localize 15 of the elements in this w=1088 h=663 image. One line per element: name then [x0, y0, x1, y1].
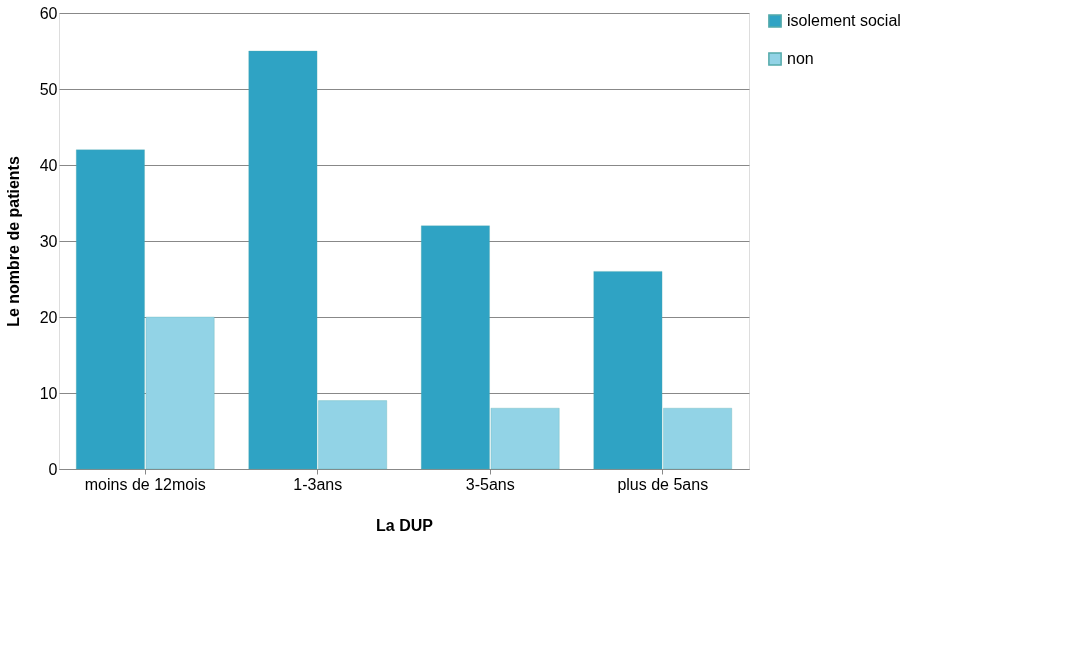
x-tick-label: plus de 5ans [617, 475, 709, 493]
legend-label: non [787, 50, 814, 67]
x-axis-title: La DUP [376, 516, 434, 534]
y-tick-label: 20 [39, 308, 58, 326]
y-axis-title: Le nombre de patients [4, 156, 22, 327]
y-tick-label: 10 [39, 384, 58, 402]
x-tick-label: 1-3ans [293, 475, 343, 493]
y-tick-label: 40 [39, 156, 58, 174]
x-tick-label: 3-5ans [465, 475, 515, 493]
legend-label: isolement social [787, 12, 901, 29]
y-tick-label: 30 [39, 232, 58, 250]
x-tick-label: moins de 12mois [84, 475, 206, 493]
y-tick-label: 50 [39, 80, 58, 98]
y-tick-label: 0 [48, 460, 58, 478]
y-tick-label: 60 [39, 4, 58, 22]
